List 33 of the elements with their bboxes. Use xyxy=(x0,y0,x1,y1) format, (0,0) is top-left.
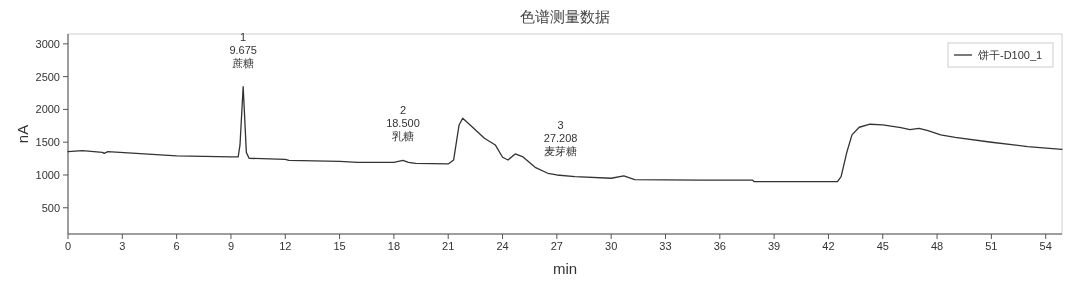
y-tick-label: 1500 xyxy=(35,136,60,149)
annotation: 1 9.675 蔗糖 xyxy=(229,30,257,69)
x-tick-label: 24 xyxy=(496,240,509,252)
x-tick-label: 42 xyxy=(822,240,835,252)
line-series xyxy=(67,85,1063,183)
y-tick-label: 2000 xyxy=(35,103,60,116)
x-tick-label: 3 xyxy=(119,240,126,252)
x-tick-label: 54 xyxy=(1039,240,1052,252)
x-tick-label: 6 xyxy=(173,240,180,252)
x-tick-label: 51 xyxy=(985,240,998,252)
y-tick-label: 500 xyxy=(41,201,60,214)
y-tick-label: 3000 xyxy=(35,37,60,50)
x-axis-title: min xyxy=(552,260,578,277)
x-tick-label: 21 xyxy=(442,240,455,252)
legend-label: 饼干-D100_1 xyxy=(977,49,1043,61)
x-tick-label: 48 xyxy=(930,240,944,252)
x-tick-label: 39 xyxy=(768,240,781,252)
x-tick-label: 15 xyxy=(333,240,346,252)
x-tick-label: 12 xyxy=(279,240,292,252)
y-tick-label: 2500 xyxy=(35,70,60,83)
y-axis-title: nA xyxy=(14,124,31,144)
x-tick-label: 30 xyxy=(605,240,618,252)
x-tick-label: 36 xyxy=(713,240,726,252)
y-tick-label: 1000 xyxy=(35,168,60,181)
annotation: 3 27.208 麦芽糖 xyxy=(543,118,578,157)
x-tick-label: 9 xyxy=(227,240,235,252)
x-tick-label: 18 xyxy=(387,240,401,252)
chart-title: 色谱测量数据 xyxy=(520,8,610,25)
x-tick-label: 27 xyxy=(550,240,563,252)
x-tick-label: 0 xyxy=(64,240,72,252)
annotation: 2 18.500 乳糖 xyxy=(386,104,420,143)
x-tick-label: 45 xyxy=(876,240,889,252)
x-tick-label: 33 xyxy=(659,240,672,252)
